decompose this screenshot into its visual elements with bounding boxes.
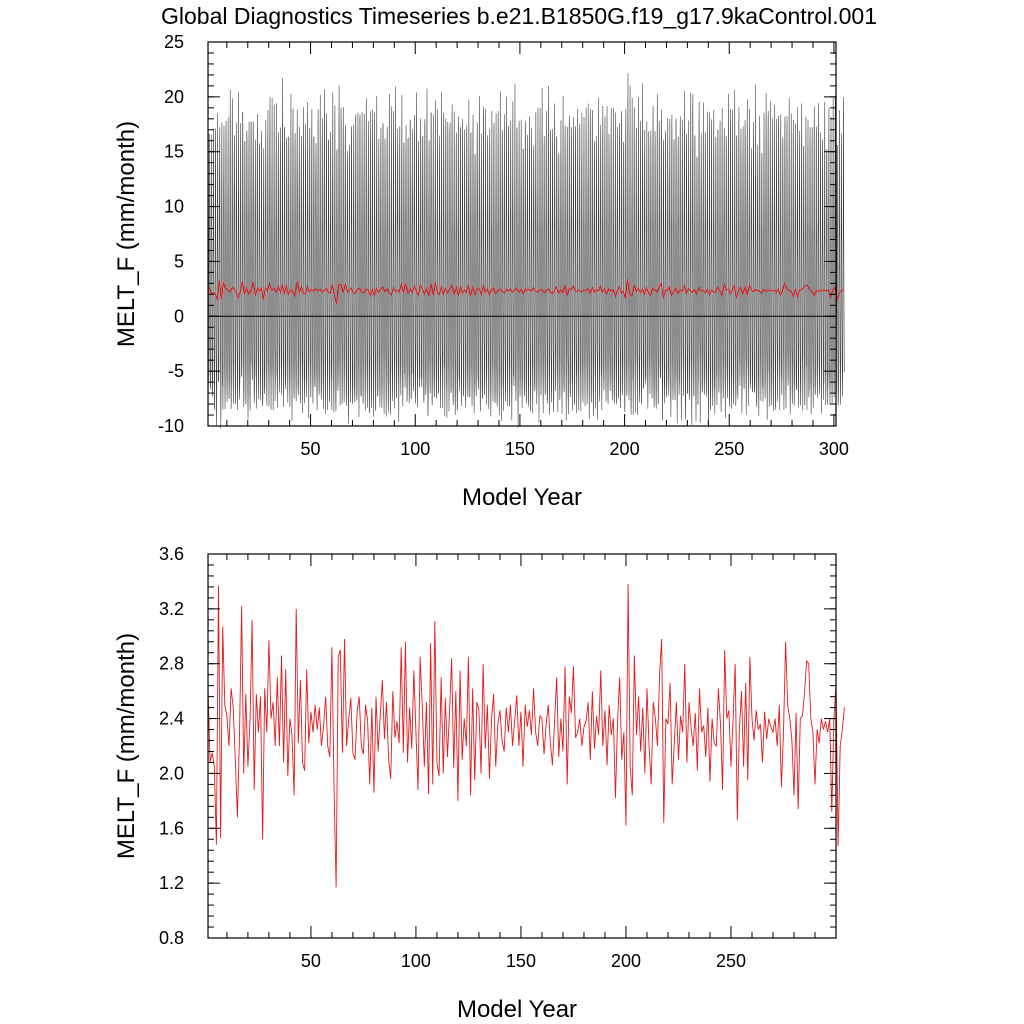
monthly-y-tick-label: -10	[158, 416, 184, 436]
monthly-plot-area	[207, 73, 845, 429]
monthly-x-tick-label: 250	[714, 439, 744, 459]
annual-y-tick-label: 2.4	[159, 709, 184, 729]
annual-timeseries-panel: 50 100 150 200 250 0.8 1.2 1.6 2.0 2.4 2.8 3.2 3.6 M…	[113, 544, 845, 1023]
annual-x-tick-label: 150	[506, 951, 536, 971]
monthly-timeseries-panel: 50 100 150 200 250 300 -10 -5 0 5 10 15 20 25 Model Y…	[113, 32, 849, 511]
annual-y-tick-label: 1.6	[159, 818, 184, 838]
annual-x-axis-label: Model Year	[457, 996, 577, 1023]
monthly-axis-ticks: 50 100 150 200 250 300 -10 -5 0 5 10 15 20 25	[158, 32, 849, 459]
annual-series-line	[207, 584, 845, 888]
annual-plot-area	[207, 584, 845, 888]
annual-y-tick-label: 3.6	[159, 544, 184, 564]
annual-y-tick-label: 0.8	[159, 928, 184, 948]
annual-axis-ticks: 50 100 150 200 250 0.8 1.2 1.6 2.0 2.4 2.8 3.2 3.6	[159, 544, 836, 971]
annual-y-axis-label: MELT_F (mm/month)	[113, 633, 140, 859]
annual-y-tick-label: 1.2	[159, 873, 184, 893]
annual-y-tick-label: 2.8	[159, 654, 184, 674]
annual-y-tick-label: 3.2	[159, 599, 184, 619]
monthly-y-tick-label: 25	[164, 32, 184, 52]
monthly-x-tick-label: 150	[505, 439, 535, 459]
annual-y-tick-label: 2.0	[159, 763, 184, 783]
figure-title: Global Diagnostics Timeseries b.e21.B185…	[161, 3, 877, 29]
annual-x-tick-label: 250	[716, 951, 746, 971]
monthly-y-tick-label: -5	[168, 361, 184, 381]
annual-x-tick-label: 100	[401, 951, 431, 971]
monthly-y-axis-label: MELT_F (mm/month)	[113, 121, 140, 347]
annual-x-tick-label: 50	[301, 951, 321, 971]
monthly-y-tick-label: 0	[174, 306, 184, 326]
monthly-x-tick-label: 200	[610, 439, 640, 459]
monthly-y-tick-label: 15	[164, 142, 184, 162]
monthly-x-tick-label: 100	[400, 439, 430, 459]
monthly-x-axis-label: Model Year	[462, 484, 582, 511]
monthly-series-line	[207, 73, 845, 429]
monthly-plot-frame	[207, 41, 837, 427]
annual-x-tick-label: 200	[611, 951, 641, 971]
annual-plot-frame	[207, 553, 837, 939]
monthly-y-tick-label: 5	[174, 251, 184, 271]
monthly-y-tick-label: 20	[164, 87, 184, 107]
monthly-y-tick-label: 10	[164, 197, 184, 217]
monthly-x-tick-label: 50	[301, 439, 321, 459]
annual-mean-overlay-line	[208, 279, 844, 304]
monthly-x-tick-label: 300	[819, 439, 849, 459]
